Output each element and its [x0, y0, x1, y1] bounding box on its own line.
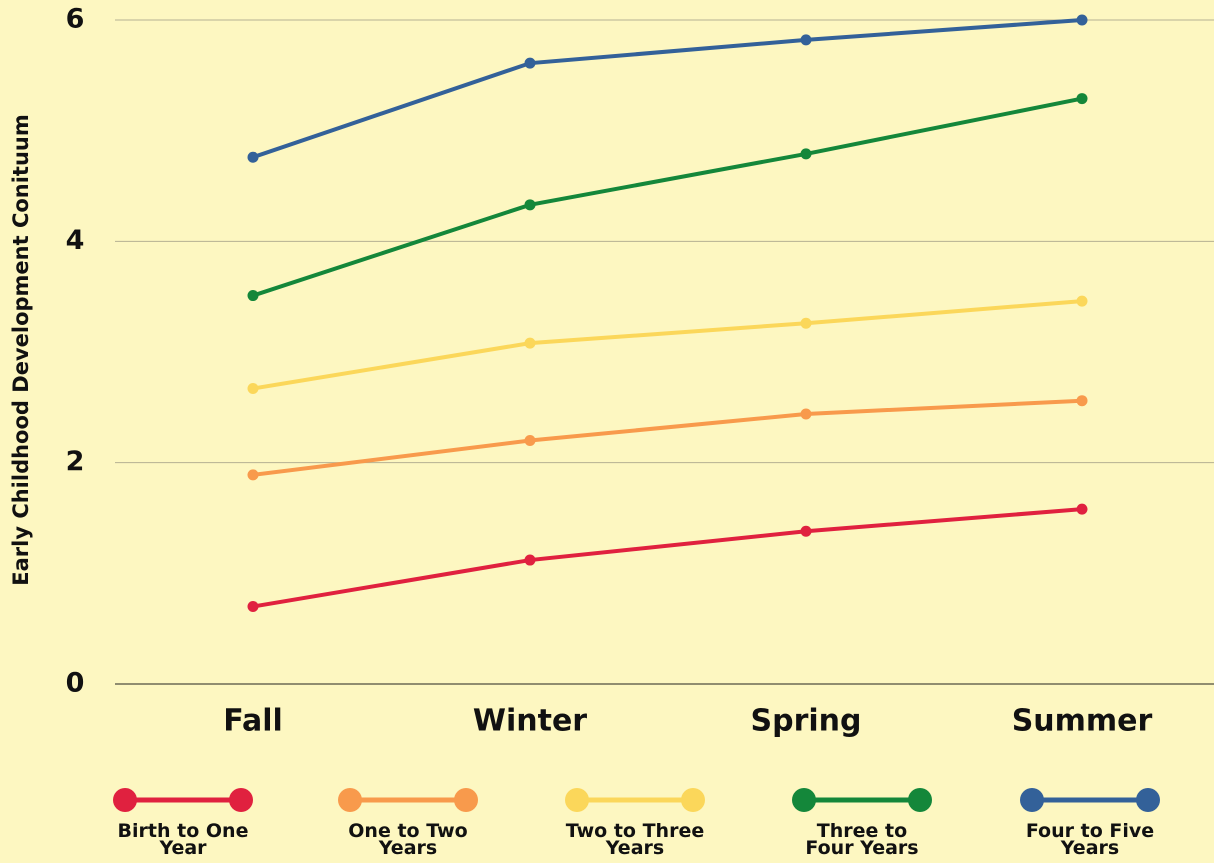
- legend-dot: [454, 788, 478, 812]
- data-point: [247, 469, 259, 481]
- data-point: [524, 554, 536, 566]
- data-point: [1076, 503, 1088, 515]
- data-point: [524, 337, 536, 349]
- legend-label: Three to Four Years: [805, 820, 919, 859]
- data-point: [800, 317, 812, 329]
- series-line: [252, 507, 1083, 609]
- x-tick-label: Fall: [223, 704, 283, 739]
- data-point: [800, 34, 812, 46]
- x-tick-label: Winter: [473, 704, 587, 739]
- data-point: [524, 199, 536, 211]
- legend-label: Four to Five Years: [1025, 820, 1155, 859]
- legend-dot: [1020, 788, 1044, 812]
- series-line: [252, 18, 1083, 160]
- legend-dot: [338, 788, 362, 812]
- data-point: [1076, 14, 1088, 26]
- y-tick-label: 2: [66, 446, 85, 477]
- data-point: [247, 601, 259, 613]
- series-line: [252, 299, 1083, 391]
- data-point: [800, 148, 812, 160]
- data-point: [524, 57, 536, 69]
- legend-label: Two to Three Years: [565, 820, 705, 859]
- x-tick-label: Summer: [1012, 704, 1153, 739]
- data-point: [247, 290, 259, 302]
- legend-dot: [229, 788, 253, 812]
- legend-dot: [908, 788, 932, 812]
- legend-dot: [1136, 788, 1160, 812]
- legend-dot: [681, 788, 705, 812]
- legend-dot: [565, 788, 589, 812]
- legend-label: One to Two Years: [348, 820, 468, 859]
- y-tick-label: 6: [66, 4, 85, 35]
- data-point: [247, 151, 259, 163]
- data-point: [800, 408, 812, 420]
- data-point: [247, 383, 259, 395]
- data-point: [1076, 295, 1088, 307]
- data-point: [1076, 395, 1088, 407]
- data-point: [524, 435, 536, 447]
- y-tick-label: 4: [66, 225, 85, 256]
- data-point: [800, 525, 812, 537]
- legend-dot: [113, 788, 137, 812]
- series-line: [252, 398, 1083, 477]
- y-tick-label: 0: [66, 668, 85, 699]
- series-line: [252, 96, 1083, 298]
- y-axis-label: Early Childhood Development Conituum: [9, 114, 33, 586]
- legend-dot: [792, 788, 816, 812]
- data-point: [1076, 93, 1088, 105]
- x-tick-label: Spring: [751, 704, 862, 739]
- legend-label: Birth to One Year: [117, 820, 249, 859]
